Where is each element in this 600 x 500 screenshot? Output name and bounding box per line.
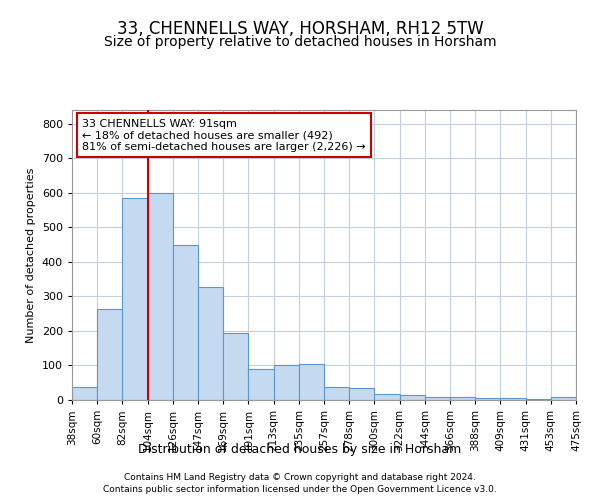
Bar <box>349 388 374 400</box>
Bar <box>173 244 198 400</box>
Bar <box>122 198 148 400</box>
Bar <box>223 332 248 400</box>
Bar <box>475 398 500 400</box>
Bar <box>450 396 475 400</box>
Text: Contains HM Land Registry data © Crown copyright and database right 2024.: Contains HM Land Registry data © Crown c… <box>124 472 476 482</box>
Text: 33, CHENNELLS WAY, HORSHAM, RH12 5TW: 33, CHENNELLS WAY, HORSHAM, RH12 5TW <box>116 20 484 38</box>
Text: 33 CHENNELLS WAY: 91sqm
← 18% of detached houses are smaller (492)
81% of semi-d: 33 CHENNELLS WAY: 91sqm ← 18% of detache… <box>82 118 366 152</box>
Bar <box>425 396 450 400</box>
Bar <box>324 387 349 400</box>
Bar <box>551 397 576 400</box>
Text: Contains public sector information licensed under the Open Government Licence v3: Contains public sector information licen… <box>103 485 497 494</box>
Bar <box>248 369 274 400</box>
Bar <box>400 395 425 400</box>
Bar <box>198 287 223 400</box>
Bar <box>299 364 324 400</box>
Bar <box>274 366 299 400</box>
Bar <box>72 387 97 400</box>
Bar <box>500 398 526 400</box>
Bar <box>148 193 173 400</box>
Text: Size of property relative to detached houses in Horsham: Size of property relative to detached ho… <box>104 35 496 49</box>
Bar <box>97 308 122 400</box>
Text: Distribution of detached houses by size in Horsham: Distribution of detached houses by size … <box>139 442 461 456</box>
Y-axis label: Number of detached properties: Number of detached properties <box>26 168 36 342</box>
Bar <box>374 394 400 400</box>
Bar <box>526 399 551 400</box>
